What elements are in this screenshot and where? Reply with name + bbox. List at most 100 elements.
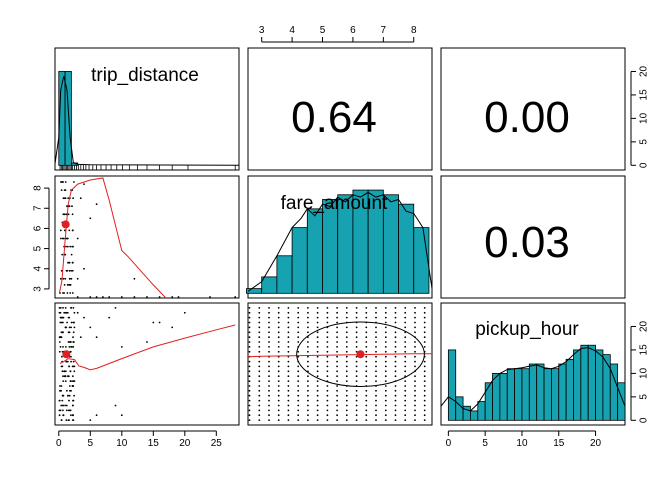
left-fare-axis-tick-label: 5 (33, 245, 44, 251)
hour-distance-point (69, 370, 72, 373)
hour-fare-point (258, 370, 261, 373)
hour-fare-point (384, 346, 387, 348)
hour-distance-point (62, 375, 64, 378)
hour-fare-point (316, 311, 319, 314)
hour-fare-point (414, 311, 416, 314)
hour-fare-point (297, 316, 300, 319)
hour-fare-point (336, 385, 338, 387)
hour-fare-point (277, 336, 280, 339)
hour-fare-point (297, 409, 300, 412)
hour-fare-point (316, 326, 319, 329)
hour-fare-point (414, 419, 416, 421)
hour-fare-point (287, 341, 290, 343)
hour-fare-point (336, 336, 338, 339)
fare-distance-point (68, 284, 70, 286)
hour-fare-point (404, 321, 407, 324)
hour-distance-point (69, 350, 72, 353)
fare-distance-point (66, 269, 69, 272)
hour-fare-point (414, 409, 416, 412)
hour-fare-point (423, 399, 426, 402)
pickup-hour-hist-bar (587, 344, 596, 421)
hour-fare-point (375, 409, 377, 412)
hour-distance-point (62, 404, 64, 407)
hour-fare-point (248, 385, 251, 387)
hour-fare-point (287, 409, 290, 412)
hour-fare-point (336, 389, 338, 392)
hour-fare-point (423, 346, 426, 348)
hour-fare-point (414, 375, 416, 378)
hour-distance-point (64, 307, 67, 309)
hour-fare-point (384, 394, 387, 397)
hour-distance-point (63, 370, 65, 373)
hour-fare-point (277, 311, 280, 314)
hour-fare-point (248, 409, 251, 412)
hour-fare-point (384, 355, 387, 358)
correlation-fare-hour: 0.03 (484, 218, 570, 267)
pickup-hour-hist-bar (470, 410, 479, 421)
hour-fare-point (258, 404, 261, 407)
hour-distance-point (61, 316, 63, 319)
hour-fare-point (316, 341, 319, 343)
hour-fare-point (336, 311, 338, 314)
hour-fare-point (326, 394, 329, 397)
hour-fare-point (258, 311, 261, 314)
hour-distance-point (146, 341, 148, 343)
hour-distance-point (59, 307, 62, 309)
hour-fare-point (375, 419, 377, 421)
fare-distance-point (63, 229, 66, 232)
hour-fare-point (248, 331, 251, 334)
hour-fare-point (365, 404, 368, 407)
hour-fare-point (414, 365, 416, 368)
hour-fare-point (336, 380, 338, 382)
hour-distance-point (68, 331, 71, 334)
fare-distance-smooth-line (58, 177, 167, 299)
hour-distance-point (89, 326, 92, 329)
hour-fare-correlation-ellipse (296, 321, 425, 387)
hour-fare-point (248, 404, 251, 407)
hour-fare-point (268, 399, 270, 402)
hour-fare-point (307, 419, 309, 421)
hour-fare-point (355, 389, 358, 392)
hour-fare-point (345, 336, 348, 339)
hour-fare-point (404, 341, 407, 343)
fare-distance-point (171, 296, 174, 298)
hour-distance-point (63, 375, 66, 378)
variable-label-fare-amount: fare_amount (281, 193, 388, 214)
hour-fare-point (365, 394, 368, 397)
hour-fare-point (394, 394, 397, 397)
hour-fare-point (277, 394, 280, 397)
hour-fare-point (268, 414, 270, 417)
fare-distance-point (76, 277, 79, 280)
hour-fare-point (258, 331, 261, 334)
hour-fare-point (268, 350, 270, 353)
hour-distance-point (120, 414, 123, 417)
hour-distance-point (69, 341, 72, 343)
hour-distance-point (62, 316, 65, 319)
hour-fare-point (336, 326, 338, 329)
hour-distance-point (71, 346, 73, 348)
top-fare-axis-tick-label: 7 (381, 25, 387, 36)
hour-fare-point (248, 389, 251, 392)
hour-fare-point (248, 311, 251, 314)
fare-distance-point (177, 296, 180, 298)
hour-fare-point (414, 341, 416, 343)
fare-amount-hist-bar (291, 227, 308, 294)
hour-distance-point (114, 307, 117, 309)
hour-fare-point (336, 409, 338, 412)
hour-fare-point (394, 389, 397, 392)
hour-fare-point (384, 370, 387, 373)
hour-fare-point (365, 311, 368, 314)
hour-fare-point (307, 414, 309, 417)
hour-fare-point (258, 365, 261, 368)
bottom-distance-axis-tick-label: 25 (211, 438, 223, 449)
hour-fare-point (404, 311, 407, 314)
pickup-hour-hist-bar (580, 344, 589, 421)
hour-fare-point (345, 316, 348, 319)
hour-fare-point (258, 375, 261, 378)
fare-distance-point (61, 237, 64, 240)
hour-distance-point (58, 311, 61, 314)
hour-fare-point (316, 350, 319, 353)
hour-fare-point (248, 350, 251, 353)
hour-fare-point (384, 350, 387, 353)
hour-distance-point (152, 321, 155, 324)
